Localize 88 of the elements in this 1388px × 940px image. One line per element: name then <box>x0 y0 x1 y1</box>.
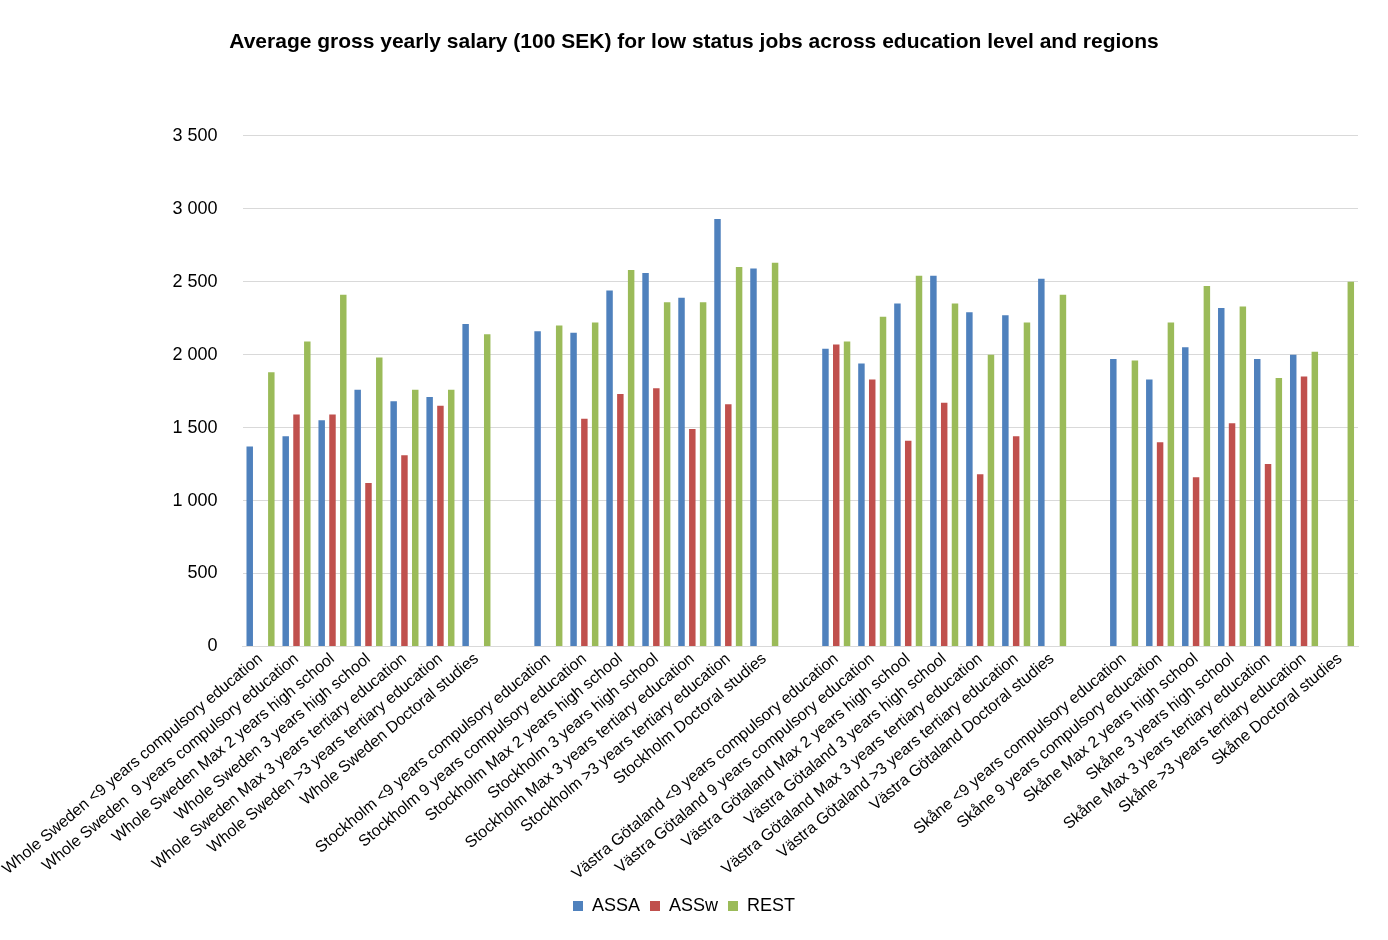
bar <box>642 272 649 646</box>
bar <box>904 440 912 646</box>
bar <box>822 348 829 646</box>
bar <box>879 316 887 646</box>
bar <box>1289 354 1297 646</box>
bar <box>318 420 325 646</box>
bar <box>555 325 563 646</box>
bar <box>581 418 588 646</box>
bar <box>340 294 347 646</box>
bar <box>365 483 372 646</box>
bar <box>663 302 671 646</box>
bar <box>1012 436 1020 646</box>
bar <box>1228 423 1236 646</box>
y-tick-label: 1 000 <box>172 489 218 510</box>
bar <box>304 341 311 646</box>
bar <box>282 436 289 646</box>
bar <box>1254 359 1261 646</box>
bar <box>1110 359 1117 646</box>
bar <box>534 331 541 646</box>
bar <box>570 332 577 646</box>
bar <box>966 312 973 646</box>
bar <box>976 474 984 646</box>
bar <box>376 357 383 646</box>
chart-title: Average gross yearly salary (100 SEK) for low status jobs across education level and regions <box>229 28 1159 54</box>
bar <box>858 363 865 646</box>
bar <box>1264 464 1272 646</box>
bar <box>627 270 635 646</box>
bar <box>462 324 469 646</box>
bar <box>390 401 397 646</box>
bar <box>329 414 336 646</box>
bar <box>678 297 685 646</box>
legend-label: ASSA <box>591 894 641 915</box>
bar <box>868 379 876 646</box>
bar <box>1023 322 1031 646</box>
y-tick-label: 3 500 <box>172 124 218 145</box>
bar <box>725 404 732 646</box>
bar <box>894 303 901 646</box>
bar <box>951 303 959 646</box>
y-tick-label: 2 500 <box>172 270 218 291</box>
bar <box>412 389 419 646</box>
bar <box>930 275 937 646</box>
bar <box>1038 278 1045 646</box>
bar <box>1002 315 1009 646</box>
bar <box>653 388 660 646</box>
bar <box>293 414 300 646</box>
bar <box>1192 477 1200 646</box>
bar <box>1300 376 1308 646</box>
bar <box>447 389 455 646</box>
bar <box>1203 286 1211 646</box>
y-tick-label: 500 <box>187 562 218 583</box>
bar <box>617 394 624 646</box>
bar <box>689 429 696 646</box>
bar <box>437 405 444 646</box>
bar <box>833 344 840 646</box>
bar <box>714 218 721 646</box>
bar <box>591 322 599 646</box>
y-tick-label: 3 000 <box>172 197 218 218</box>
bar <box>771 262 779 646</box>
bar <box>606 290 613 646</box>
bar <box>401 455 408 646</box>
legend-label: ASSw <box>669 894 720 915</box>
bar <box>1182 347 1189 646</box>
bar <box>1146 379 1153 646</box>
bar <box>1156 442 1164 646</box>
y-tick-label: 1 500 <box>172 416 218 437</box>
bar <box>735 267 743 646</box>
y-tick-label: 0 <box>207 635 218 656</box>
bar <box>354 389 361 646</box>
bar <box>1218 307 1225 646</box>
bar <box>1239 306 1247 646</box>
bar <box>843 341 851 646</box>
bar <box>1059 294 1067 646</box>
bar <box>699 302 707 646</box>
bar <box>483 334 491 646</box>
bar <box>750 268 757 646</box>
bar <box>987 354 995 646</box>
bar <box>246 446 253 646</box>
bar <box>426 396 433 646</box>
bar <box>1347 281 1355 646</box>
bar <box>268 372 275 646</box>
bar <box>1275 378 1283 646</box>
bar <box>1311 351 1319 646</box>
bar <box>1131 360 1139 646</box>
bar <box>915 275 923 646</box>
legend-label: REST <box>747 894 796 915</box>
bar <box>1167 322 1175 646</box>
bar <box>940 402 948 646</box>
y-tick-label: 2 000 <box>172 343 218 364</box>
